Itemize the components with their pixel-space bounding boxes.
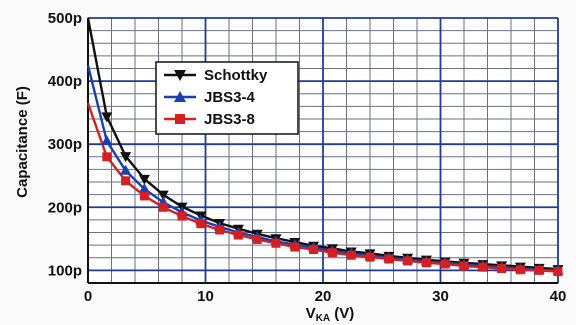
y-tick-label: 500p bbox=[48, 10, 82, 27]
y-tick-label: 200p bbox=[48, 199, 82, 216]
legend-marker-schottky bbox=[174, 70, 186, 81]
data-point-jbs3-8 bbox=[177, 211, 187, 221]
legend-marker-jbs3-4 bbox=[174, 91, 186, 102]
legend-item-jbs3-8: JBS3-8 bbox=[164, 111, 255, 128]
data-point-jbs3-8 bbox=[515, 265, 525, 275]
data-point-jbs3-8 bbox=[553, 267, 563, 277]
x-tick-label: 40 bbox=[550, 288, 567, 305]
series-markers bbox=[101, 112, 564, 277]
legend-item-schottky: Schottky bbox=[164, 67, 268, 84]
x-tick-label: 0 bbox=[84, 288, 92, 305]
data-point-jbs3-8 bbox=[365, 252, 375, 262]
data-point-jbs3-8 bbox=[139, 191, 149, 201]
y-axis-title: Capacitance (F) bbox=[14, 86, 31, 198]
data-point-jbs3-8 bbox=[459, 261, 469, 271]
x-tick-label: 30 bbox=[432, 288, 449, 305]
data-point-jbs3-4 bbox=[101, 135, 113, 146]
x-axis-title-unit: (V) bbox=[330, 305, 354, 322]
x-axis-title: VKA (V) bbox=[306, 305, 355, 324]
data-point-jbs3-8 bbox=[534, 265, 544, 275]
data-point-jbs3-8 bbox=[384, 254, 394, 264]
data-point-jbs3-8 bbox=[440, 259, 450, 269]
y-tick-label: 400p bbox=[48, 73, 82, 90]
x-axis-title-subscript: KA bbox=[316, 313, 330, 324]
legend-label-schottky: Schottky bbox=[204, 67, 268, 84]
y-tick-label: 100p bbox=[48, 262, 82, 279]
legend-label-jbs3-4: JBS3-4 bbox=[204, 89, 256, 106]
data-point-jbs3-8 bbox=[421, 258, 431, 268]
data-point-jbs3-8 bbox=[215, 225, 225, 235]
data-point-jbs3-8 bbox=[497, 263, 507, 273]
data-point-jbs3-8 bbox=[121, 176, 131, 186]
y-tick-labels: 100p 200p 300p 400p 500p bbox=[48, 10, 82, 279]
data-point-jbs3-8 bbox=[327, 248, 337, 258]
x-axis-title-main: V bbox=[306, 305, 316, 322]
data-point-jbs3-8 bbox=[271, 238, 281, 248]
y-tick-label: 300p bbox=[48, 136, 82, 153]
data-point-jbs3-8 bbox=[252, 234, 262, 244]
data-point-jbs3-8 bbox=[158, 202, 168, 212]
data-point-jbs3-8 bbox=[403, 256, 413, 266]
data-point-jbs3-8 bbox=[233, 230, 243, 240]
x-tick-labels: 0 10 20 30 40 bbox=[84, 288, 567, 305]
data-point-schottky bbox=[101, 112, 113, 123]
legend-label-jbs3-8: JBS3-8 bbox=[204, 111, 255, 128]
x-tick-label: 10 bbox=[197, 288, 214, 305]
data-point-schottky bbox=[120, 152, 132, 163]
x-tick-label: 20 bbox=[315, 288, 332, 305]
data-point-schottky bbox=[138, 174, 150, 185]
legend-marker-jbs3-8 bbox=[175, 114, 185, 124]
data-point-jbs3-4 bbox=[138, 182, 150, 193]
legend-item-jbs3-4: JBS3-4 bbox=[164, 89, 256, 106]
data-point-schottky bbox=[157, 190, 169, 201]
data-point-jbs3-8 bbox=[309, 245, 319, 255]
data-point-jbs3-4 bbox=[120, 164, 132, 175]
data-point-jbs3-8 bbox=[196, 219, 206, 229]
data-point-jbs3-8 bbox=[478, 262, 488, 272]
data-point-jbs3-8 bbox=[102, 152, 112, 162]
data-point-jbs3-8 bbox=[290, 242, 300, 252]
plot-axes bbox=[87, 18, 558, 284]
data-point-jbs3-8 bbox=[346, 250, 356, 260]
legend: Schottky JBS3-4 JBS3-8 bbox=[155, 61, 299, 135]
